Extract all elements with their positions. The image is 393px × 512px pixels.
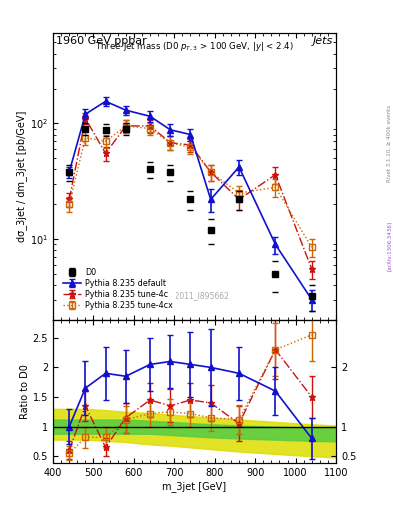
Y-axis label: Ratio to D0: Ratio to D0	[20, 364, 30, 419]
Text: 1960 GeV ppbar: 1960 GeV ppbar	[56, 36, 147, 46]
Legend: D0, Pythia 8.235 default, Pythia 8.235 tune-4c, Pythia 8.235 tune-4cx: D0, Pythia 8.235 default, Pythia 8.235 t…	[60, 265, 176, 313]
Text: D0_2011_I895662: D0_2011_I895662	[160, 291, 229, 300]
Text: Rivet 3.1.10, ≥ 400k events: Rivet 3.1.10, ≥ 400k events	[387, 105, 392, 182]
Y-axis label: dσ_3jet / dm_3jet [pb/GeV]: dσ_3jet / dm_3jet [pb/GeV]	[17, 111, 27, 242]
Text: Three-jet mass (D0 $p_{T,3}$ > 100 GeV, $|y|$ < 2.4): Three-jet mass (D0 $p_{T,3}$ > 100 GeV, …	[95, 40, 294, 53]
Text: [arXiv:1306.3436]: [arXiv:1306.3436]	[387, 221, 392, 271]
X-axis label: m_3jet [GeV]: m_3jet [GeV]	[162, 481, 227, 492]
Text: Jets: Jets	[313, 36, 333, 46]
